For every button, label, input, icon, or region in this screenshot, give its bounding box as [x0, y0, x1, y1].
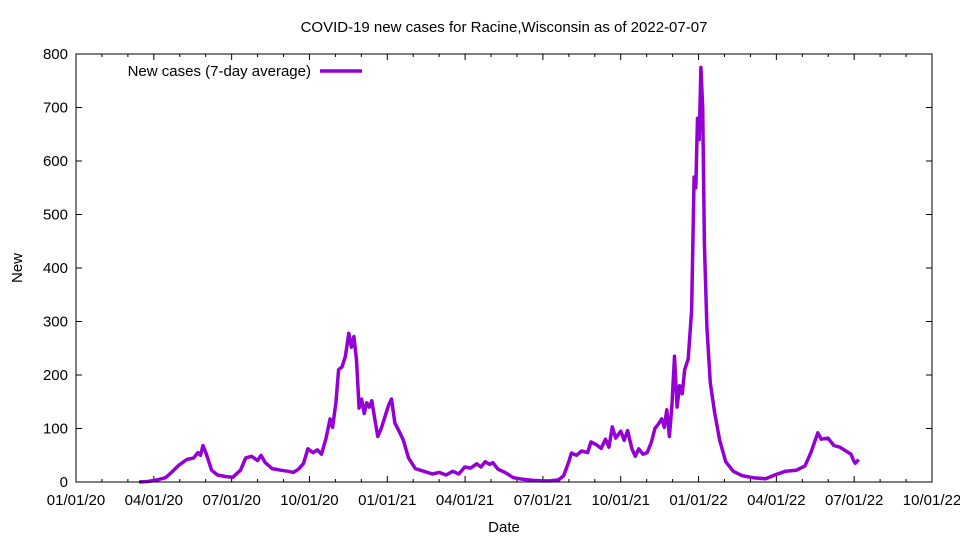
series-line-new-cases [138, 65, 861, 484]
y-tick-label: 600 [43, 153, 68, 170]
y-tick-label: 400 [43, 260, 68, 277]
legend-label: New cases (7-day average) [128, 63, 311, 80]
y-tick-label: 700 [43, 100, 68, 117]
y-tick-label: 300 [43, 314, 68, 331]
x-tick-label: 07/01/20 [202, 492, 260, 509]
x-tick-label: 01/01/21 [358, 492, 416, 509]
y-tick-label: 500 [43, 207, 68, 224]
x-axis-label: Date [488, 519, 520, 536]
x-tick-label: 01/01/20 [47, 492, 105, 509]
y-tick-label: 800 [43, 46, 68, 63]
y-axis-ticks: 0 100 200 300 400 500 600 700 800 [43, 46, 932, 491]
y-tick-label: 0 [60, 474, 68, 491]
x-tick-label: 04/01/20 [125, 492, 183, 509]
legend: New cases (7-day average) [128, 63, 362, 80]
y-axis-label: New [9, 253, 26, 283]
y-tick-label: 100 [43, 421, 68, 438]
x-tick-label: 10/01/21 [592, 492, 650, 509]
chart-title: COVID-19 new cases for Racine,Wisconsin … [301, 19, 708, 36]
x-tick-label: 04/01/21 [436, 492, 494, 509]
y-tick-label: 200 [43, 367, 68, 384]
x-axis-ticks: 01/01/20 04/01/20 07/01/20 10/01/20 01/01/21… [47, 54, 960, 509]
plot-frame [75, 53, 933, 483]
x-tick-label: 04/01/22 [747, 492, 805, 509]
x-tick-label: 10/01/22 [903, 492, 960, 509]
x-tick-label: 07/01/22 [825, 492, 883, 509]
x-tick-label: 01/01/22 [669, 492, 727, 509]
x-tick-label: 07/01/21 [514, 492, 572, 509]
x-tick-label: 10/01/20 [280, 492, 338, 509]
